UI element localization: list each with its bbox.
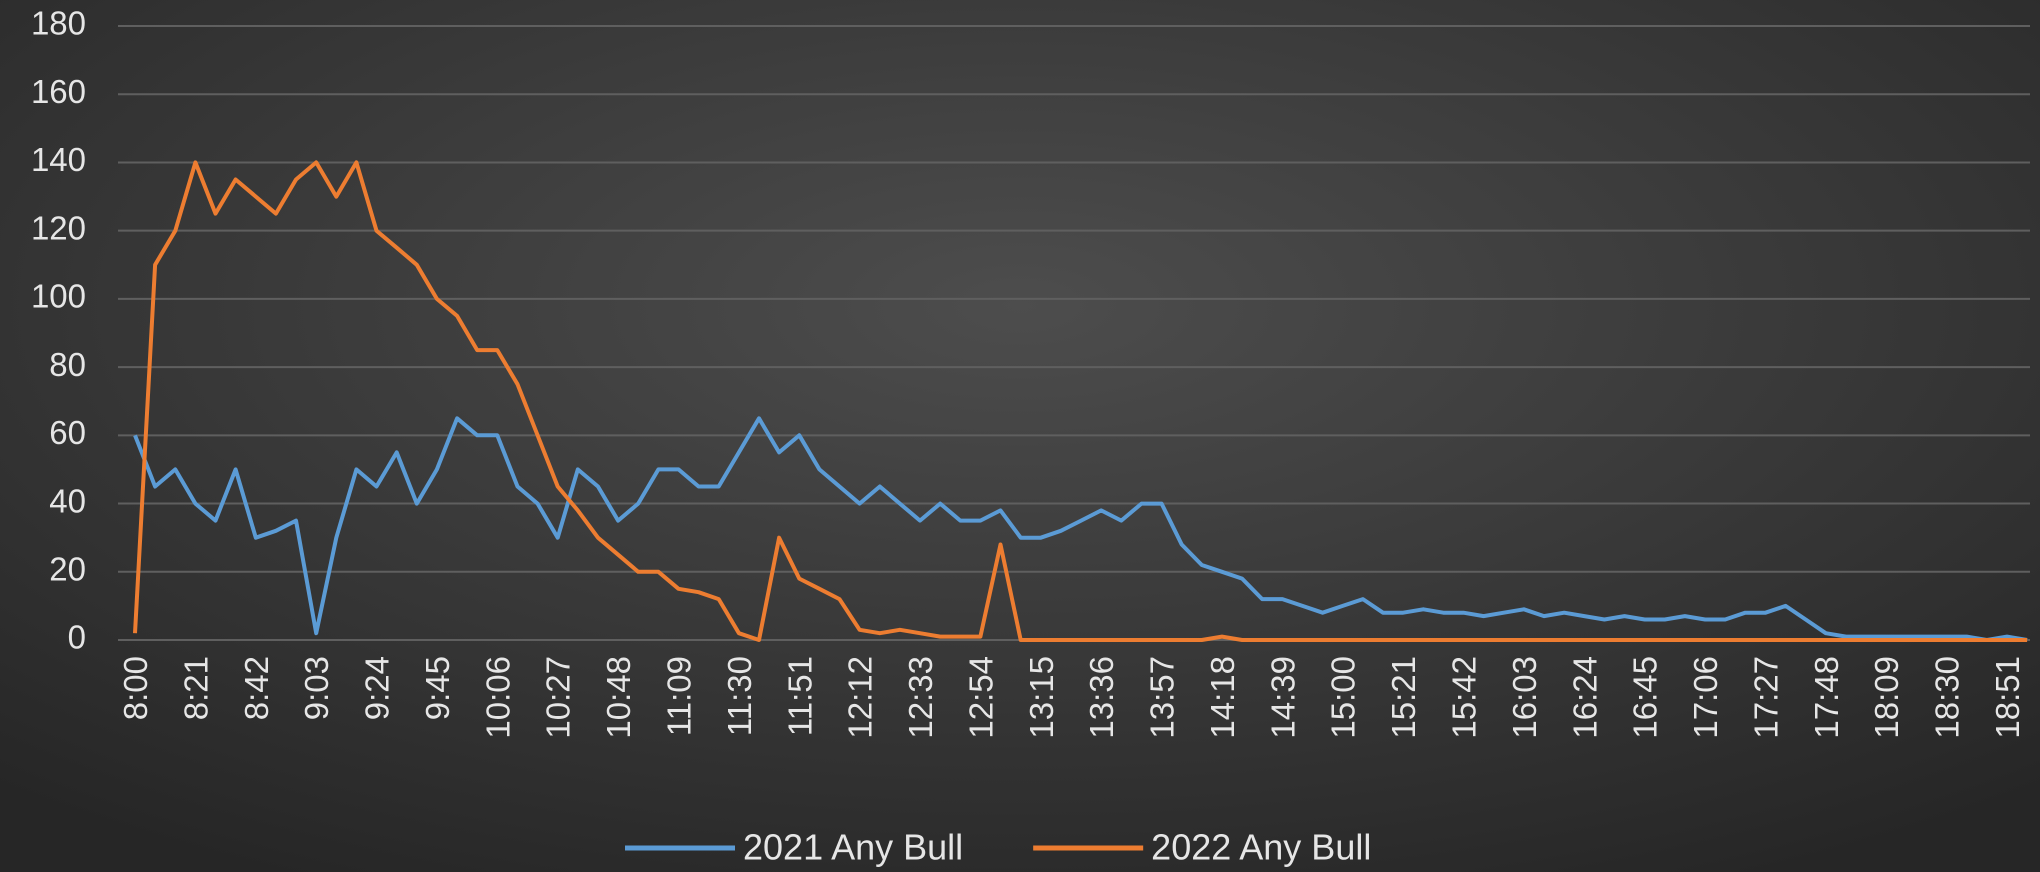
y-tick-label: 100: [31, 278, 86, 315]
x-tick-label: 15:21: [1385, 656, 1422, 739]
x-tick-label: 8:00: [117, 656, 154, 720]
x-tick-label: 14:18: [1204, 656, 1241, 739]
x-tick-label: 16:03: [1506, 656, 1543, 739]
x-tick-label: 12:12: [842, 656, 879, 739]
x-tick-label: 11:51: [781, 656, 818, 736]
x-tick-label: 14:39: [1264, 656, 1301, 739]
x-tick-label: 9:03: [298, 656, 335, 720]
x-tick-label: 11:30: [721, 656, 758, 736]
y-tick-label: 120: [31, 209, 86, 246]
legend-label: 2021 Any Bull: [743, 827, 963, 868]
x-tick-label: 9:24: [359, 656, 396, 720]
x-tick-label: 13:15: [1023, 656, 1060, 739]
x-tick-label: 18:51: [1989, 656, 2026, 739]
x-tick-label: 15:42: [1446, 656, 1483, 739]
x-tick-label: 10:06: [479, 656, 516, 739]
series-line: [133, 416, 2028, 642]
x-tick-label: 16:24: [1566, 656, 1603, 739]
y-tick-label: 140: [31, 141, 86, 178]
y-tick-label: 0: [68, 619, 86, 656]
y-tick-label: 40: [49, 482, 86, 519]
legend-label: 2022 Any Bull: [1151, 827, 1371, 868]
x-tick-label: 18:09: [1868, 656, 1905, 739]
x-tick-label: 17:48: [1808, 656, 1845, 739]
x-tick-label: 8:42: [238, 656, 275, 720]
x-tick-label: 8:21: [177, 656, 214, 720]
series-line: [133, 160, 2028, 642]
x-tick-label: 11:09: [660, 656, 697, 736]
plot: [133, 160, 2028, 642]
y-tick-label: 80: [49, 346, 86, 383]
legend: 2021 Any Bull 2022 Any Bull: [625, 827, 1371, 868]
x-tick-label: 16:45: [1627, 656, 1664, 739]
x-tick-label: 15:00: [1325, 656, 1362, 739]
y-tick-label: 60: [49, 414, 86, 451]
x-tick-label: 17:06: [1687, 656, 1724, 739]
x-tick-label: 12:54: [962, 656, 999, 739]
x-tick-label: 12:33: [902, 656, 939, 739]
x-tick-label: 17:27: [1747, 656, 1784, 739]
x-tick-label: 10:48: [600, 656, 637, 739]
x-tick-label: 9:45: [419, 656, 456, 720]
grid: [118, 25, 2030, 641]
x-tick-label: 18:30: [1929, 656, 1966, 739]
y-tick-label: 180: [31, 5, 86, 42]
x-tick-label: 13:36: [1083, 656, 1120, 739]
x-tick-label: 13:57: [1144, 656, 1181, 739]
axis-labels: 0 20 40 60 80 100 120 140 160 180 8:00 8:21 8:42 9:03…: [31, 5, 2026, 739]
x-tick-label: 10:27: [540, 656, 577, 739]
y-tick-label: 160: [31, 73, 86, 110]
y-tick-label: 20: [49, 550, 86, 587]
